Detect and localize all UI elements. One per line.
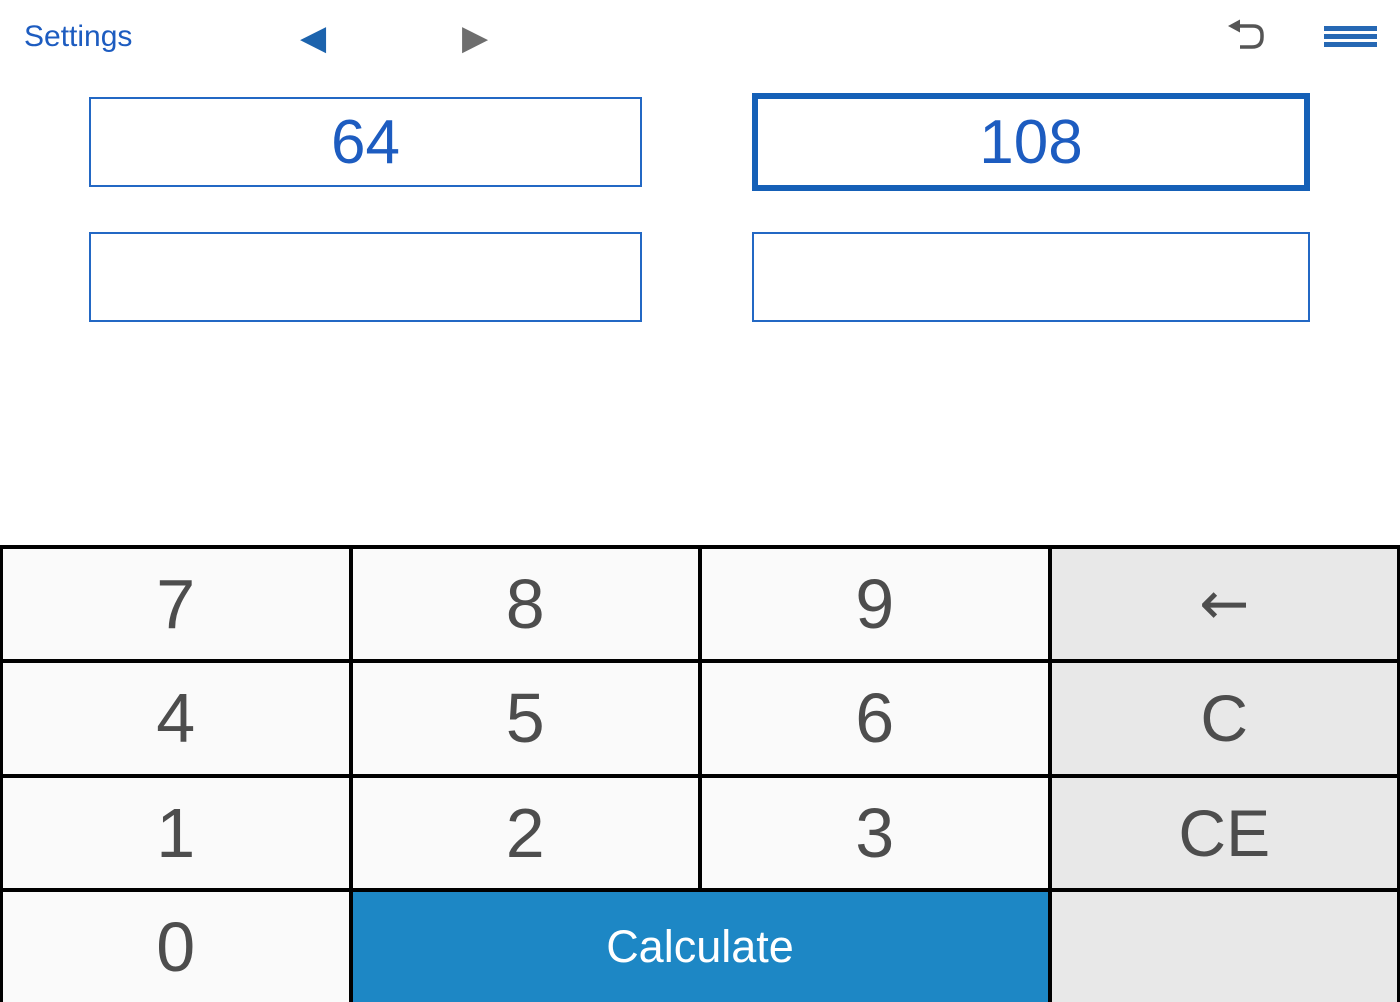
right-secondary-input[interactable] bbox=[752, 232, 1310, 322]
key-4[interactable]: 4 bbox=[3, 663, 349, 774]
clear-entry-key[interactable]: CE bbox=[1051, 777, 1397, 888]
key-6[interactable]: 6 bbox=[702, 663, 1048, 774]
left-value-input[interactable] bbox=[89, 97, 642, 187]
settings-link[interactable]: Settings bbox=[24, 20, 133, 53]
key-9[interactable]: 9 bbox=[702, 549, 1048, 660]
clear-key[interactable]: C bbox=[1051, 663, 1397, 774]
undo-icon bbox=[1226, 19, 1270, 59]
right-value-input-focused[interactable] bbox=[752, 93, 1310, 191]
backspace-key[interactable]: ← bbox=[1051, 549, 1397, 660]
undo-button[interactable] bbox=[1226, 16, 1270, 59]
key-2[interactable]: 2 bbox=[352, 777, 698, 888]
key-0[interactable]: 0 bbox=[3, 891, 349, 1002]
previous-arrow-button[interactable]: ◀ bbox=[300, 14, 326, 62]
key-8[interactable]: 8 bbox=[352, 549, 698, 660]
calculate-button[interactable]: Calculate bbox=[352, 891, 1048, 1002]
numeric-keypad: 7 8 9 ← 4 5 6 C 1 2 3 CE 0 Calculate bbox=[0, 545, 1400, 1002]
keypad-empty-cell bbox=[1051, 891, 1397, 1002]
next-arrow-button[interactable]: ▶ bbox=[462, 14, 488, 62]
key-5[interactable]: 5 bbox=[352, 663, 698, 774]
key-7[interactable]: 7 bbox=[3, 549, 349, 660]
key-3[interactable]: 3 bbox=[702, 777, 1048, 888]
hamburger-menu-button[interactable] bbox=[1324, 26, 1377, 47]
hamburger-menu-icon bbox=[1324, 26, 1377, 47]
key-1[interactable]: 1 bbox=[3, 777, 349, 888]
left-secondary-input[interactable] bbox=[89, 232, 642, 322]
